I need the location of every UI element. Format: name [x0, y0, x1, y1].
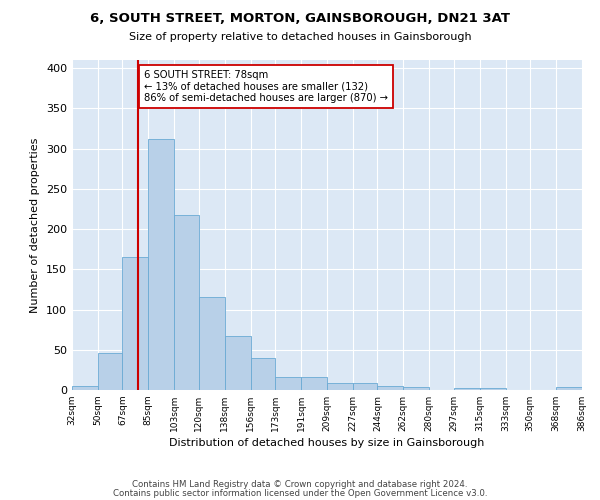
- Bar: [403, 387, 429, 390]
- Bar: [275, 377, 301, 390]
- Bar: [251, 358, 275, 390]
- Bar: [454, 388, 480, 390]
- Bar: [556, 387, 582, 390]
- Bar: [72, 386, 98, 390]
- Bar: [148, 139, 174, 390]
- Bar: [480, 388, 506, 390]
- Text: Contains HM Land Registry data © Crown copyright and database right 2024.: Contains HM Land Registry data © Crown c…: [132, 480, 468, 489]
- Bar: [301, 377, 327, 390]
- Bar: [199, 296, 225, 390]
- Text: Size of property relative to detached houses in Gainsborough: Size of property relative to detached ho…: [128, 32, 472, 42]
- Bar: [327, 383, 353, 390]
- Text: Contains public sector information licensed under the Open Government Licence v3: Contains public sector information licen…: [113, 489, 487, 498]
- Bar: [122, 257, 148, 390]
- Y-axis label: Number of detached properties: Number of detached properties: [31, 138, 40, 312]
- X-axis label: Distribution of detached houses by size in Gainsborough: Distribution of detached houses by size …: [169, 438, 485, 448]
- Bar: [353, 383, 377, 390]
- Bar: [98, 353, 122, 390]
- Bar: [225, 336, 251, 390]
- Bar: [174, 214, 199, 390]
- Text: 6 SOUTH STREET: 78sqm
← 13% of detached houses are smaller (132)
86% of semi-det: 6 SOUTH STREET: 78sqm ← 13% of detached …: [144, 70, 388, 103]
- Bar: [377, 386, 403, 390]
- Text: 6, SOUTH STREET, MORTON, GAINSBOROUGH, DN21 3AT: 6, SOUTH STREET, MORTON, GAINSBOROUGH, D…: [90, 12, 510, 26]
